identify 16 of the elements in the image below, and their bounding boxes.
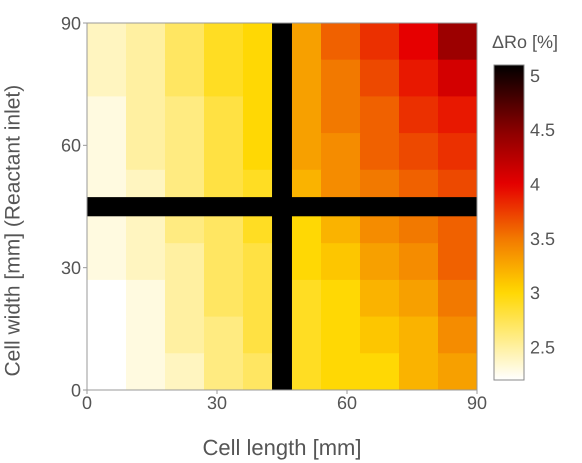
x-tick-label: 90 [466,392,488,413]
color-bar-label: 5 [530,66,540,86]
y-tick-label: 0 [70,380,81,400]
x-tick-label: 30 [206,392,228,413]
color-bar-label: 3 [530,283,540,304]
x-tick-label: 60 [336,392,358,413]
y-tick-label: 30 [60,258,81,278]
color-bar-label: 3.5 [530,228,556,249]
x-axis-title: Cell length [mm] [202,435,362,460]
color-bar-label: 4.5 [530,120,556,140]
y-tick-label: 90 [60,13,81,34]
color-bar-label: 2.5 [530,337,556,358]
y-axis-title: Cell width [mm] (Reactant inlet) [1,84,24,376]
y-tick-label: 60 [60,136,81,156]
color-bar-title: ΔRo [%] [492,32,558,52]
color-bar-label: 4 [530,174,540,194]
